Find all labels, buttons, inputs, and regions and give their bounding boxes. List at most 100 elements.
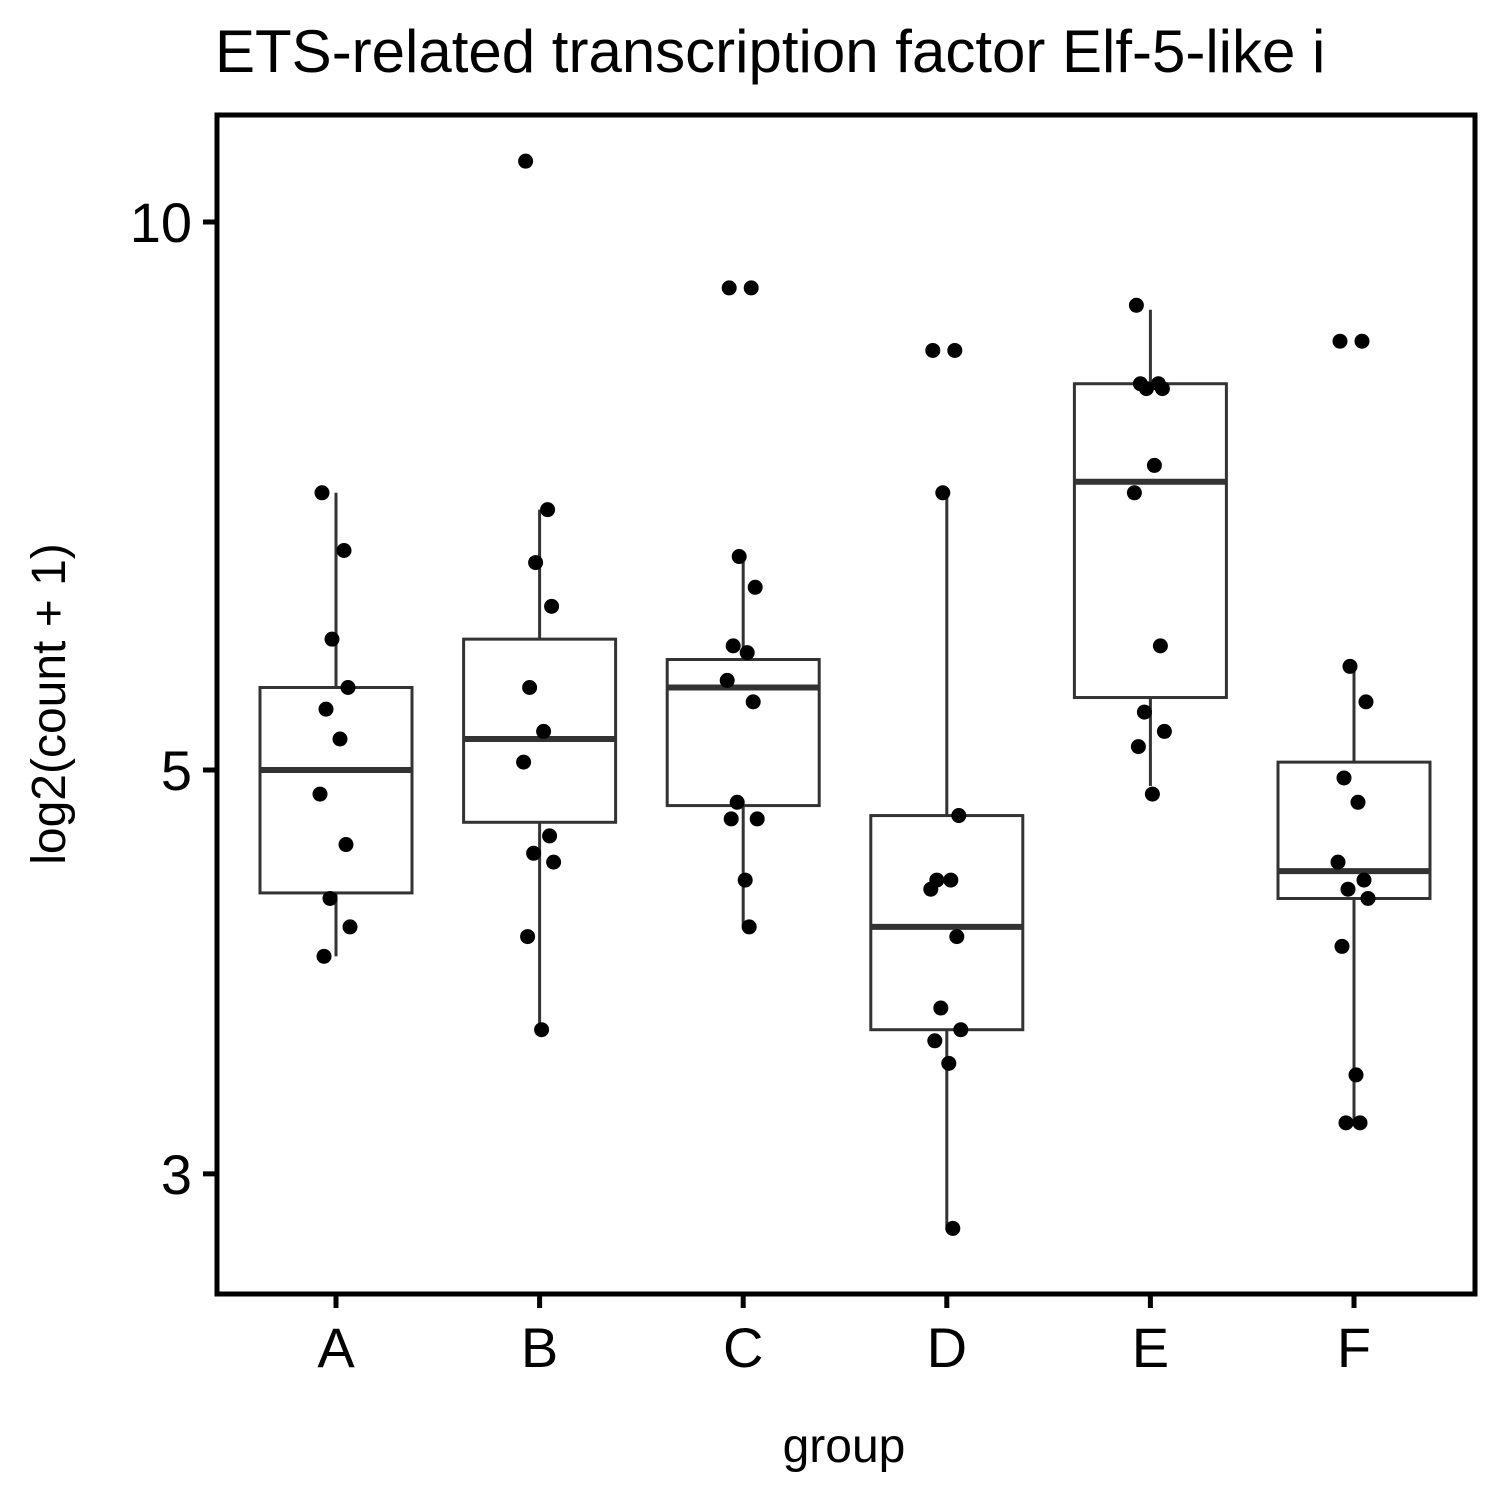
data-point	[949, 929, 965, 945]
data-point	[749, 811, 765, 827]
x-tick-label: F	[1337, 1316, 1371, 1379]
data-point	[1350, 794, 1366, 810]
box-group-d	[869, 492, 1025, 1229]
data-point	[729, 794, 745, 810]
data-point	[1126, 485, 1142, 501]
data-point	[923, 881, 939, 897]
data-point	[725, 638, 741, 654]
data-point	[1132, 376, 1148, 392]
data-point	[731, 549, 747, 565]
plot-panel-border	[214, 112, 1478, 1297]
box-group-a	[258, 492, 414, 957]
data-point	[1136, 704, 1152, 720]
box-iqr	[869, 814, 1025, 1032]
data-point	[1146, 457, 1162, 473]
data-point	[1330, 854, 1346, 870]
x-tick-label: D	[927, 1316, 967, 1379]
data-point	[1356, 872, 1372, 888]
points-group-d	[923, 342, 969, 1236]
data-point	[1144, 786, 1160, 802]
data-point	[747, 579, 763, 595]
data-point	[1334, 938, 1350, 954]
data-point	[522, 679, 538, 695]
data-point	[1360, 890, 1376, 906]
data-point	[544, 598, 560, 614]
x-axis-title: group	[783, 1420, 906, 1473]
box-iqr	[665, 658, 821, 808]
data-point	[318, 701, 334, 717]
data-point	[1152, 638, 1168, 654]
x-tick-label: A	[317, 1316, 355, 1379]
data-point	[737, 872, 753, 888]
data-point	[1154, 381, 1170, 397]
points-group-f	[1330, 333, 1376, 1131]
data-point	[953, 1022, 969, 1038]
data-point	[526, 845, 542, 861]
data-point	[1130, 739, 1146, 755]
box-iqr	[1072, 382, 1228, 700]
box-group-f	[1276, 666, 1432, 1123]
box-group-c	[665, 556, 821, 927]
data-point	[528, 555, 544, 571]
data-point	[933, 1000, 949, 1016]
data-point	[943, 872, 959, 888]
box-group-e	[1072, 309, 1228, 786]
data-point	[516, 754, 532, 770]
data-point	[1338, 1115, 1354, 1131]
chart-title: ETS-related transcription factor Elf-5-l…	[215, 18, 1325, 85]
data-point	[534, 1022, 550, 1038]
data-point	[536, 723, 552, 739]
data-point	[332, 731, 348, 747]
data-point	[316, 948, 332, 964]
data-point	[1332, 333, 1348, 349]
data-point	[1348, 1067, 1364, 1083]
data-point	[1336, 770, 1352, 786]
points-group-c	[719, 280, 765, 935]
axes-layer: 3 5 10 A B C D E F	[130, 191, 1371, 1379]
data-point	[1156, 723, 1172, 739]
data-point	[1352, 1115, 1368, 1131]
data-point	[1128, 297, 1144, 313]
data-point	[1342, 658, 1358, 674]
box-iqr	[258, 685, 414, 895]
data-point	[314, 485, 330, 501]
data-point	[745, 694, 761, 710]
data-point	[925, 342, 941, 358]
points-group-b	[516, 153, 562, 1038]
data-point	[342, 919, 358, 935]
data-point	[1340, 881, 1356, 897]
x-tick-label: B	[521, 1316, 558, 1379]
data-point	[520, 929, 536, 945]
data-point	[542, 828, 558, 844]
points-group-e	[1126, 297, 1172, 802]
data-point	[312, 786, 328, 802]
data-point	[739, 645, 755, 661]
x-tick-label: C	[723, 1316, 763, 1379]
data-point	[340, 679, 356, 695]
data-point	[743, 280, 759, 296]
data-point	[945, 1220, 961, 1236]
x-tick-label: E	[1132, 1316, 1169, 1379]
data-point	[721, 280, 737, 296]
data-point	[546, 854, 562, 870]
data-point	[935, 485, 951, 501]
data-point	[336, 543, 352, 559]
y-tick-label: 10	[130, 191, 192, 254]
y-tick-label: 3	[161, 1143, 192, 1206]
data-point	[1354, 333, 1370, 349]
data-point	[518, 153, 534, 169]
data-point	[941, 1055, 957, 1071]
data-point	[322, 890, 338, 906]
y-tick-label: 5	[161, 739, 192, 802]
y-axis-title: log2(count + 1)	[23, 543, 76, 865]
data-point	[719, 672, 735, 688]
data-point	[1358, 694, 1374, 710]
data-point	[951, 808, 967, 824]
plot-layer	[258, 153, 1432, 1236]
data-point	[324, 631, 340, 647]
data-point	[947, 342, 963, 358]
data-point	[927, 1033, 943, 1049]
data-point	[540, 502, 556, 518]
data-point	[338, 837, 354, 853]
